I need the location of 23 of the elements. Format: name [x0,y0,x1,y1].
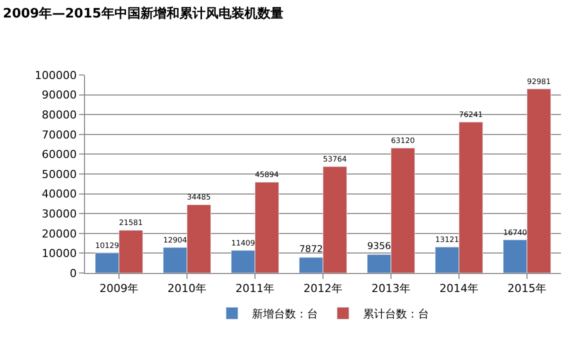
data-label: 7872 [299,244,324,255]
y-tick-label: 0 [70,266,77,280]
y-tick-label: 40000 [42,188,77,201]
y-tick-label: 80000 [42,108,77,122]
y-tick-label: 50000 [42,168,77,181]
y-tick-label: 100000 [34,68,77,82]
y-tick-label: 30000 [42,207,77,220]
legend-label: 累计台数：台 [363,308,429,321]
x-tick-label: 2015年 [508,282,546,296]
x-tick-label: 2011年 [236,282,274,296]
x-tick-label: 2013年 [372,282,410,296]
y-tick-label: 90000 [42,88,77,102]
y-tick-label: 10000 [42,247,77,260]
y-tick-label: 20000 [42,227,77,240]
chart-title: 2009年—2015年中国新增和累计风电装机数量 [2,6,284,22]
y-tick-label: 70000 [42,128,77,142]
x-tick-label: 2012年 [304,282,342,296]
y-tick-label: 60000 [42,148,77,162]
x-tick-label: 2014年 [440,282,478,296]
x-tick-label: 2009年 [100,282,138,296]
legend-label: 新增台数：台 [252,308,318,321]
data-label: 9356 [367,240,392,252]
x-tick-label: 2010年 [168,282,206,296]
